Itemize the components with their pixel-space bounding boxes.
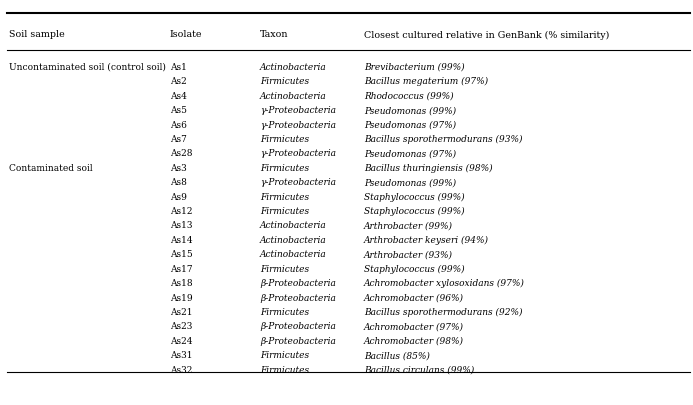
- Text: Pseudomonas (99%): Pseudomonas (99%): [364, 106, 456, 115]
- Text: Achromobacter (98%): Achromobacter (98%): [364, 336, 464, 345]
- Text: As12: As12: [170, 207, 192, 215]
- Text: Actinobacteria: Actinobacteria: [260, 92, 326, 100]
- Text: Soil sample: Soil sample: [9, 30, 64, 39]
- Text: As21: As21: [170, 307, 192, 316]
- Text: Pseudomonas (99%): Pseudomonas (99%): [364, 178, 456, 187]
- Text: Rhodococcus (99%): Rhodococcus (99%): [364, 92, 453, 100]
- Text: Firmicutes: Firmicutes: [260, 163, 309, 173]
- Text: Bacillus thuringiensis (98%): Bacillus thuringiensis (98%): [364, 163, 493, 173]
- Text: Achromobacter xylosoxidans (97%): Achromobacter xylosoxidans (97%): [364, 279, 525, 288]
- Text: γ-Proteobacteria: γ-Proteobacteria: [260, 106, 336, 115]
- Text: β-Proteobacteria: β-Proteobacteria: [260, 336, 335, 345]
- Text: Firmicutes: Firmicutes: [260, 364, 309, 374]
- Text: As17: As17: [170, 264, 193, 273]
- Text: Firmicutes: Firmicutes: [260, 350, 309, 359]
- Text: As8: As8: [170, 178, 186, 187]
- Text: Arthrobacter (99%): Arthrobacter (99%): [364, 221, 453, 230]
- Text: As4: As4: [170, 92, 186, 100]
- Text: β-Proteobacteria: β-Proteobacteria: [260, 279, 335, 288]
- Text: As6: As6: [170, 120, 186, 129]
- Text: As23: As23: [170, 322, 192, 330]
- Text: Bacillus sporothermodurans (93%): Bacillus sporothermodurans (93%): [364, 134, 523, 144]
- Text: Uncontaminated soil (control soil): Uncontaminated soil (control soil): [9, 63, 166, 72]
- Text: Brevibacterium (99%): Brevibacterium (99%): [364, 63, 464, 72]
- Text: Staphylococcus (99%): Staphylococcus (99%): [364, 264, 464, 273]
- Text: Firmicutes: Firmicutes: [260, 134, 309, 144]
- Text: As19: As19: [170, 293, 193, 302]
- Text: Staphylococcus (99%): Staphylococcus (99%): [364, 192, 464, 201]
- Text: Achromobacter (97%): Achromobacter (97%): [364, 322, 464, 330]
- Text: β-Proteobacteria: β-Proteobacteria: [260, 322, 335, 330]
- Text: As1: As1: [170, 63, 186, 72]
- Text: Contaminated soil: Contaminated soil: [9, 163, 93, 173]
- Text: Actinobacteria: Actinobacteria: [260, 63, 326, 72]
- Text: As18: As18: [170, 279, 193, 288]
- Text: γ-Proteobacteria: γ-Proteobacteria: [260, 120, 336, 129]
- Text: Arthrobacter (93%): Arthrobacter (93%): [364, 249, 453, 259]
- Text: Bacillus megaterium (97%): Bacillus megaterium (97%): [364, 77, 488, 86]
- Text: As7: As7: [170, 134, 186, 144]
- Text: Bacillus circulans (99%): Bacillus circulans (99%): [364, 364, 474, 374]
- Text: Bacillus (85%): Bacillus (85%): [364, 350, 430, 359]
- Text: As32: As32: [170, 364, 192, 374]
- Text: As14: As14: [170, 235, 193, 244]
- Text: Firmicutes: Firmicutes: [260, 192, 309, 201]
- Text: Firmicutes: Firmicutes: [260, 77, 309, 86]
- Text: γ-Proteobacteria: γ-Proteobacteria: [260, 178, 336, 187]
- Text: As2: As2: [170, 77, 186, 86]
- Text: Isolate: Isolate: [170, 30, 202, 39]
- Text: As9: As9: [170, 192, 186, 201]
- Text: Staphylococcus (99%): Staphylococcus (99%): [364, 207, 464, 215]
- Text: Closest cultured relative in GenBank (% similarity): Closest cultured relative in GenBank (% …: [364, 30, 609, 39]
- Text: γ-Proteobacteria: γ-Proteobacteria: [260, 149, 336, 158]
- Text: As13: As13: [170, 221, 192, 230]
- Text: Taxon: Taxon: [260, 30, 288, 39]
- Text: Pseudomonas (97%): Pseudomonas (97%): [364, 120, 456, 129]
- Text: Firmicutes: Firmicutes: [260, 207, 309, 215]
- Text: As15: As15: [170, 249, 193, 259]
- Text: Actinobacteria: Actinobacteria: [260, 249, 326, 259]
- Text: Actinobacteria: Actinobacteria: [260, 235, 326, 244]
- Text: Bacillus sporothermodurans (92%): Bacillus sporothermodurans (92%): [364, 307, 523, 316]
- Text: As5: As5: [170, 106, 187, 115]
- Text: As24: As24: [170, 336, 192, 345]
- Text: Pseudomonas (97%): Pseudomonas (97%): [364, 149, 456, 158]
- Text: Arthrobacter keyseri (94%): Arthrobacter keyseri (94%): [364, 235, 489, 244]
- Text: As28: As28: [170, 149, 192, 158]
- Text: Actinobacteria: Actinobacteria: [260, 221, 326, 230]
- Text: β-Proteobacteria: β-Proteobacteria: [260, 293, 335, 302]
- Text: Achromobacter (96%): Achromobacter (96%): [364, 293, 464, 302]
- Text: Firmicutes: Firmicutes: [260, 307, 309, 316]
- Text: As31: As31: [170, 350, 192, 359]
- Text: Firmicutes: Firmicutes: [260, 264, 309, 273]
- Text: As3: As3: [170, 163, 186, 173]
